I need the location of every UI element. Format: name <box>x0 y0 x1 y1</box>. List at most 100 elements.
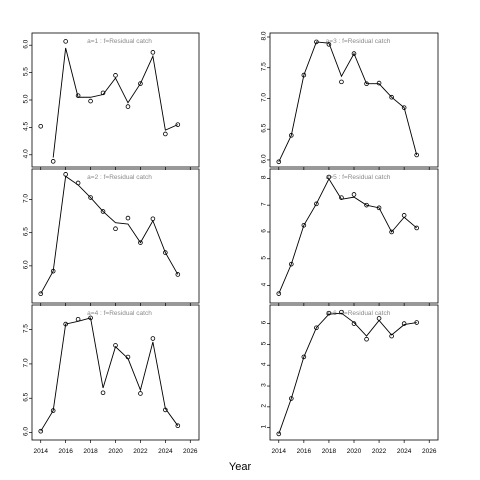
x-tick-label: 2018 <box>322 448 337 455</box>
series-line <box>278 177 417 294</box>
data-point <box>38 124 44 129</box>
x-tick-label: 2016 <box>58 448 73 455</box>
y-tick-label: 6.0 <box>23 427 30 436</box>
data-point <box>125 104 131 109</box>
data-point <box>113 343 118 348</box>
x-tick-label: 2014 <box>272 448 287 455</box>
data-point <box>75 180 81 186</box>
data-point <box>50 408 56 413</box>
y-tick-label: 7 <box>261 202 268 206</box>
data-point <box>50 268 56 274</box>
data-point <box>88 315 93 321</box>
x-axis-title: Year <box>229 461 252 473</box>
data-point <box>163 131 168 137</box>
data-point <box>75 316 81 322</box>
y-tick-label: 7.0 <box>23 358 30 367</box>
data-point <box>326 42 332 47</box>
data-point <box>175 122 181 127</box>
data-point <box>401 105 407 110</box>
data-point <box>125 354 131 360</box>
data-point <box>376 80 382 86</box>
panel-title: a=4 : f=Residual catch <box>87 310 152 317</box>
data-point <box>175 423 181 429</box>
y-tick-label: 8.0 <box>261 31 268 40</box>
data-point <box>351 51 357 56</box>
x-tick-label: 2016 <box>297 448 312 455</box>
data-point <box>314 325 319 331</box>
y-tick-label: 4 <box>261 362 268 366</box>
panel-frame <box>31 168 200 304</box>
data-point <box>364 336 369 342</box>
data-point <box>364 81 369 87</box>
panel-title: a=6 : f=Residual catch <box>326 310 391 317</box>
data-point <box>50 159 56 164</box>
data-point <box>414 320 419 325</box>
y-tick-label: 5 <box>261 256 268 260</box>
data-point <box>138 240 143 245</box>
data-point <box>100 390 106 396</box>
data-point <box>351 192 357 197</box>
data-point <box>314 39 319 45</box>
x-tick-label: 2020 <box>108 448 123 455</box>
panel-title: a=2 : f=Residual catch <box>87 174 152 181</box>
data-point <box>138 81 143 86</box>
y-tick-label: 4.5 <box>23 121 30 130</box>
x-tick-label: 2014 <box>33 448 48 455</box>
data-point <box>63 321 68 327</box>
data-point <box>364 202 369 208</box>
y-tick-label: 4.0 <box>23 149 30 158</box>
data-point <box>150 336 156 341</box>
y-tick-label: 6.0 <box>23 260 30 269</box>
series-line <box>52 47 178 158</box>
data-point <box>401 213 407 218</box>
x-tick-label: 2020 <box>347 448 362 455</box>
data-point <box>314 201 319 207</box>
x-tick-label: 2018 <box>83 448 98 455</box>
data-point <box>289 396 294 401</box>
data-point <box>339 309 344 315</box>
panel-title: a=3 : f=Residual catch <box>326 38 391 45</box>
data-point <box>88 195 93 200</box>
data-point <box>414 152 419 158</box>
series-line <box>278 312 417 435</box>
data-point <box>113 226 118 232</box>
data-point <box>63 39 68 44</box>
data-point <box>276 291 282 296</box>
y-tick-label: 4 <box>261 282 268 286</box>
y-tick-label: 5.5 <box>23 67 30 76</box>
data-point <box>326 310 332 316</box>
data-point <box>289 133 294 138</box>
y-tick-label: 6 <box>261 229 268 233</box>
y-tick-label: 6.0 <box>23 39 30 48</box>
y-tick-label: 1 <box>261 424 268 428</box>
y-tick-label: 5.0 <box>23 94 30 103</box>
chart-panel-6: 1 2 3 4 5 6 2014 2016 2018 2020 2022 2024 2026 a=6 : … <box>261 304 439 455</box>
data-point <box>301 72 307 78</box>
y-tick-label: 6.0 <box>261 154 268 163</box>
y-tick-label: 7.0 <box>261 93 268 102</box>
data-point <box>163 250 168 255</box>
data-point <box>100 209 106 214</box>
y-tick-label: 7.0 <box>23 194 30 203</box>
data-point <box>301 354 307 360</box>
data-point <box>301 222 307 228</box>
data-point <box>414 225 419 231</box>
chart-panel-2: 6.0 6.5 7.0 7.5 8.0 a=3 : f=Residual catch <box>261 31 439 170</box>
data-point <box>276 431 282 437</box>
y-tick-label: 2 <box>261 404 268 408</box>
panels-group: 4.0 4.5 5.0 5.5 6.0 a=1 : f=Residual catch 6.0… <box>23 31 439 455</box>
x-tick-label: 2024 <box>158 448 173 455</box>
y-tick-label: 5 <box>261 341 268 345</box>
y-tick-label: 6.5 <box>23 392 30 401</box>
x-tick-label: 2026 <box>422 448 437 455</box>
data-point <box>100 90 106 96</box>
series-line <box>40 175 179 294</box>
y-tick-label: 6.5 <box>23 227 30 236</box>
x-tick-label: 2024 <box>397 448 412 455</box>
data-point <box>339 79 344 85</box>
y-tick-label: 6 <box>261 320 268 324</box>
data-point <box>389 229 394 235</box>
data-point <box>150 50 156 55</box>
data-point <box>276 159 282 165</box>
x-tick-label: 2026 <box>183 448 198 455</box>
